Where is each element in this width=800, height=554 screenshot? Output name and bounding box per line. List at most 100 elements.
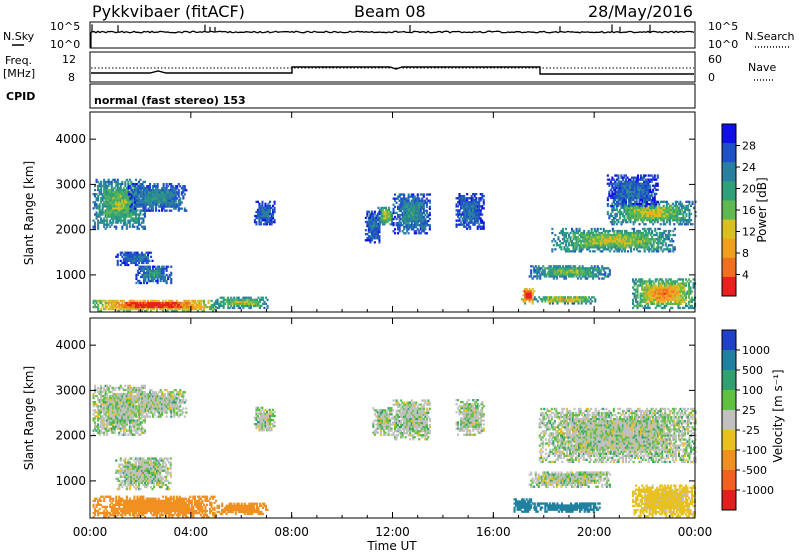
heatmap-cell [386,217,389,220]
heatmap-cell [626,196,629,200]
heatmap-cell [470,195,473,198]
freq-frame [89,51,696,83]
heatmap-cell [581,267,584,270]
heatmap-cell [106,219,109,222]
heatmap-cell [680,300,683,303]
heatmap-cell [162,267,165,270]
heatmap-cell [556,296,559,299]
heatmap-cell [561,233,564,237]
heatmap-cell [554,248,557,251]
heatmap-cell [455,225,458,228]
heatmap-cell [640,242,643,245]
heatmap-cell [398,195,401,198]
heatmap-cell [580,250,583,253]
heatmap-cell [618,180,621,183]
heatmap-cell [589,242,592,245]
heatmap-cell [461,207,464,210]
heatmap-cell [378,221,381,224]
heatmap-cell [577,296,580,299]
heatmap-cell [614,212,617,216]
heatmap-cell [634,176,637,179]
heatmap-cell [162,301,165,305]
heatmap-cell [116,253,119,256]
heatmap-cell [97,195,100,198]
heatmap-cell [649,221,652,224]
heatmap-cell [655,178,658,181]
heatmap-cell [94,188,97,192]
heatmap-cell [671,208,674,212]
heatmap-cell [202,303,205,307]
heatmap-cell [115,205,118,208]
heatmap-cell [623,250,626,253]
heatmap-cell [621,198,624,202]
heatmap-cell [482,223,485,226]
heatmap-cell [674,294,677,297]
heatmap-cell [671,214,674,218]
heatmap-cell [403,207,406,210]
heatmap-cell [139,299,142,303]
heatmap-cell [642,286,645,289]
heatmap-cell [627,180,630,183]
heatmap-cell [133,209,136,212]
heatmap-cell [605,233,608,237]
heatmap-cell [574,300,577,303]
heatmap-cell [671,284,674,287]
heatmap-cell [428,211,431,215]
heatmap-cell [540,273,543,276]
heatmap-cell [392,217,395,221]
heatmap-cell [133,259,136,262]
heatmap-cell [367,222,370,226]
heatmap-cell [608,246,611,249]
heatmap-cell [161,195,164,198]
heatmap-cell [598,267,601,270]
heatmap-cell [407,197,410,200]
heatmap-cell [587,238,590,241]
heatmap-cell [633,227,636,231]
heatmap-cell [602,277,605,280]
heatmap-cell [623,198,626,202]
heatmap-cell [675,300,678,303]
heatmap-cell [460,205,463,208]
heatmap-cell [618,192,621,196]
heatmap-cell [631,212,634,216]
heatmap-cell [643,236,646,239]
heatmap-cell [380,214,383,218]
heatmap-cell [155,189,158,192]
heatmap-cell [171,187,174,190]
heatmap-cell [139,201,142,204]
heatmap-cell [424,222,427,225]
heatmap-cell [645,300,648,303]
heatmap-cell [127,310,130,313]
heatmap-cell [134,221,137,224]
heatmap-cell [392,197,395,200]
heatmap-cell [571,250,574,253]
heatmap-cell [413,224,416,227]
heatmap-cell [599,271,602,274]
heatmap-cell [615,206,618,210]
heatmap-cell [482,227,485,230]
heatmap-cell [415,232,418,235]
heatmap-cell [636,306,639,310]
heatmap-cell [165,193,168,196]
heatmap-cell [466,205,469,208]
heatmap-cell [574,267,577,270]
heatmap-cell [649,227,652,231]
heatmap-cell [577,302,580,305]
heatmap-cell [130,199,133,202]
heatmap-cell [651,286,654,289]
heatmap-cell [128,203,131,206]
heatmap-cell [152,193,155,196]
heatmap-cell [153,275,156,279]
heatmap-cell [656,212,659,216]
heatmap-cell [104,203,107,206]
heatmap-cell [128,255,131,258]
heatmap-cell [611,240,614,243]
heatmap-cell [173,195,176,198]
heatmap-cell [124,255,127,258]
heatmap-cell [674,217,677,220]
heatmap-cell [640,217,643,220]
heatmap-cell [560,267,563,270]
heatmap-cell [136,255,139,258]
heatmap-cell [404,199,407,202]
heatmap-cell [678,294,681,297]
